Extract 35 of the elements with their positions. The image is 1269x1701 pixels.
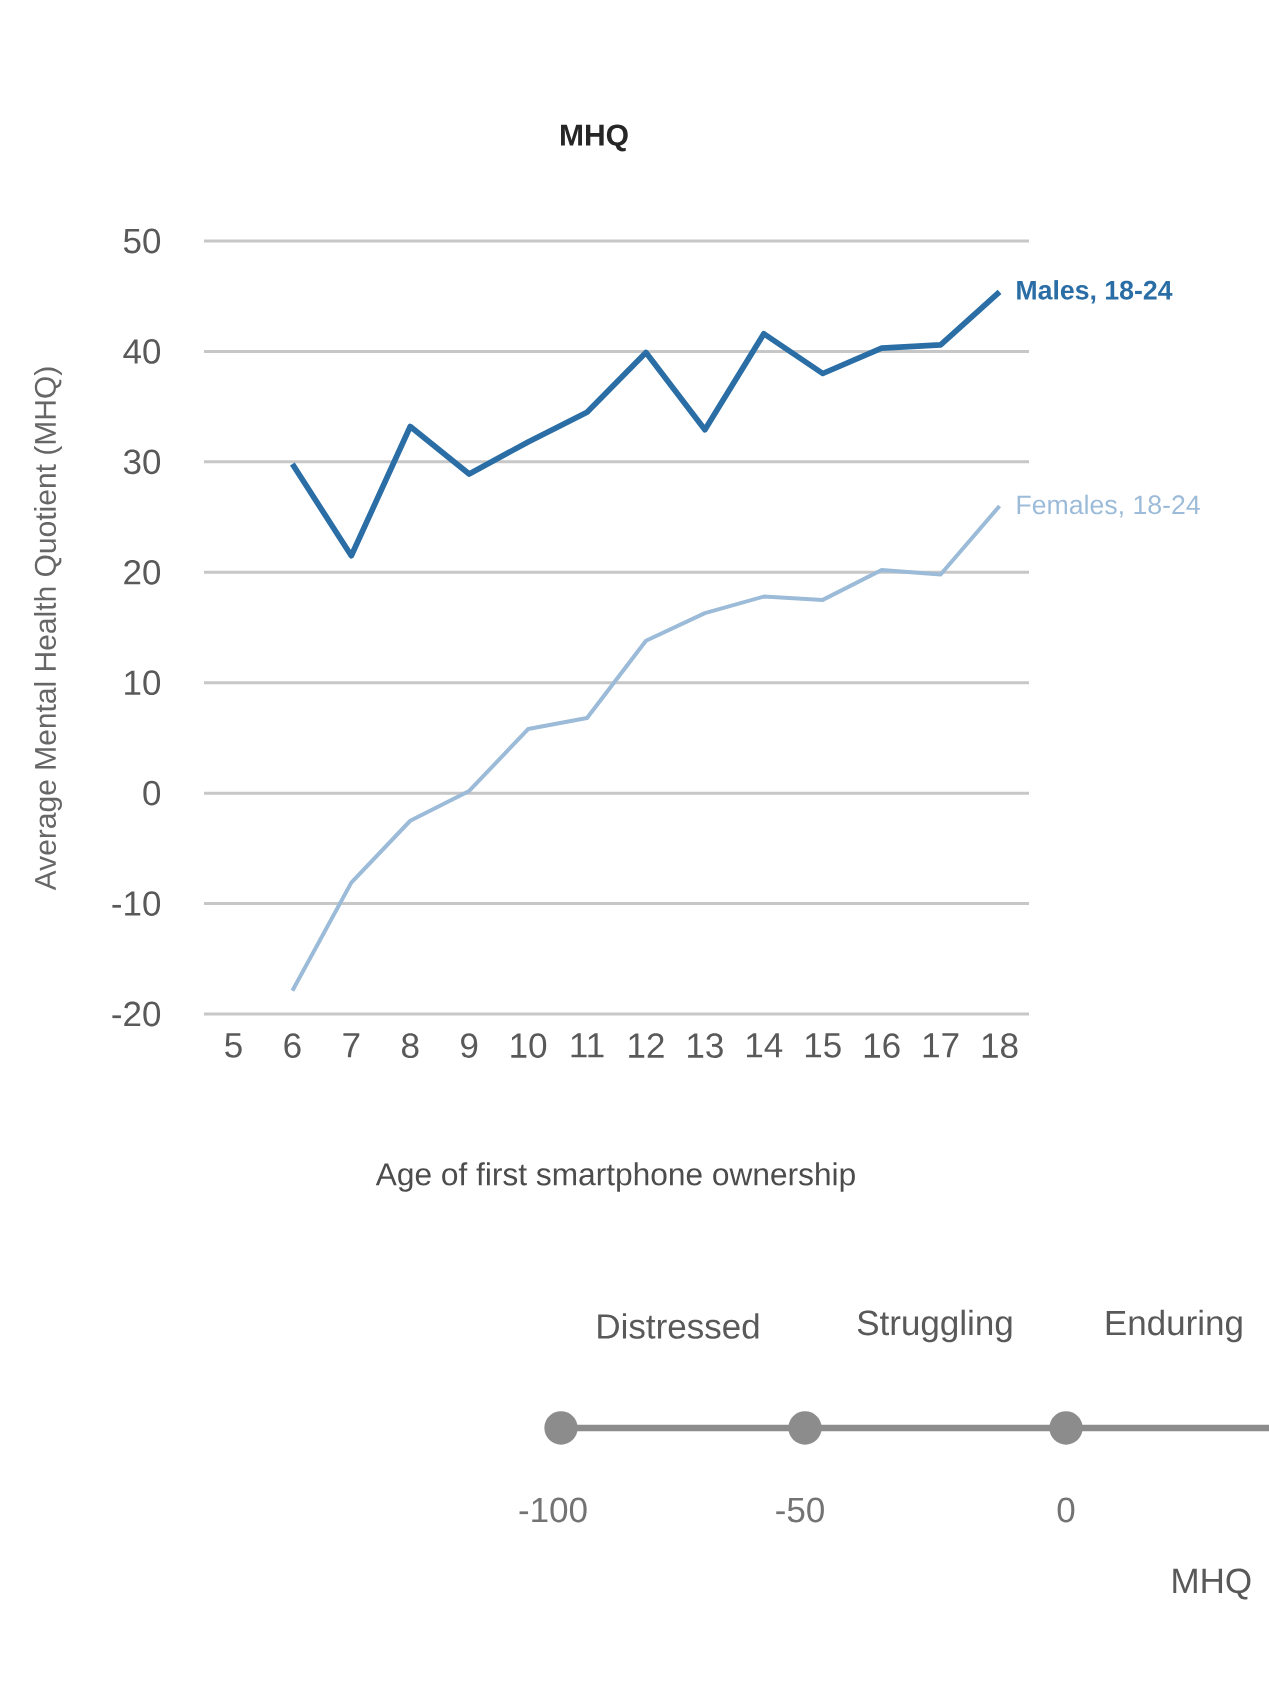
x-tick-label: 17 [923, 1033, 959, 1058]
text: Enduring [1106, 1309, 1242, 1343]
x-tick-label: 11 [571, 1033, 604, 1058]
y-tick-label: 20 [124, 559, 161, 585]
y-tick-label: 30 [123, 449, 161, 475]
chart-title: MHQ [561, 124, 628, 152]
x-tick-label: 14 [747, 1033, 783, 1058]
x-tick-label: 10 [511, 1033, 547, 1058]
x-tick-label: 7 [343, 1033, 360, 1058]
series-label: Males, 18-24 [1017, 280, 1173, 304]
text: Struggling [857, 1309, 1012, 1343]
x-tick-label: 18 [982, 1033, 1018, 1058]
y-tick-label: -20 [112, 1001, 161, 1027]
x-tick-label: 12 [629, 1033, 664, 1058]
text: -100 [519, 1497, 587, 1523]
y-tick-label: -10 [112, 891, 161, 916]
x-tick-label: 13 [688, 1033, 723, 1058]
y-tick-label: 50 [123, 228, 161, 254]
x-axis-title: Age of first smartphone ownership [375, 1162, 855, 1192]
x-tick-label: 9 [461, 1033, 478, 1058]
text: Distressed [598, 1313, 759, 1339]
y-tick-label: 0 [143, 780, 161, 806]
text: 0 [1057, 1497, 1075, 1523]
y-tick-label: 10 [125, 670, 161, 696]
x-tick-label: 16 [864, 1033, 900, 1058]
text: -50 [776, 1497, 824, 1523]
series-label: Females, 18-24 [1017, 494, 1200, 518]
x-tick-label: 6 [284, 1033, 301, 1058]
line-series [290, 504, 1002, 993]
y-axis-title: Average Mental Health Quotient (MHQ) [34, 367, 62, 891]
x-tick-label: 5 [225, 1033, 242, 1058]
x-tick-label: 15 [805, 1033, 841, 1058]
y-tick-label: 40 [123, 339, 161, 364]
text: MHQ [1173, 1568, 1251, 1600]
x-tick-label: 8 [402, 1033, 419, 1058]
